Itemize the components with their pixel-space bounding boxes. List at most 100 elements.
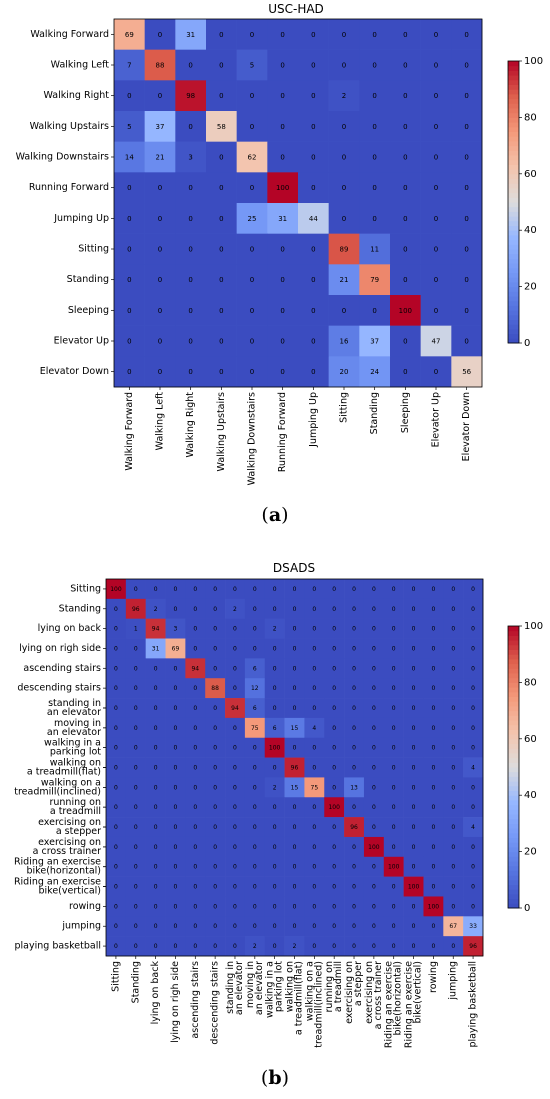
cell-value-label: 0 bbox=[451, 765, 455, 772]
x-tick-label: Walking Downstairs bbox=[247, 392, 258, 485]
heatmap-cell bbox=[324, 836, 345, 858]
cell-value-label: 0 bbox=[451, 784, 455, 791]
cell-value-label: 0 bbox=[193, 586, 197, 593]
x-tick-label: treadmill(inclined) bbox=[313, 961, 324, 1048]
cell-value-label: 14 bbox=[125, 154, 134, 162]
colorbar-segment bbox=[508, 889, 519, 895]
y-tick-label: parking lot bbox=[50, 747, 101, 758]
cell-value-label: 0 bbox=[213, 606, 217, 613]
heatmap-cell bbox=[304, 936, 325, 957]
cell-value-label: 0 bbox=[233, 725, 237, 732]
y-tick-label: Riding an exercise bbox=[14, 857, 101, 868]
heatmap-cell bbox=[383, 717, 404, 739]
heatmap-cell bbox=[328, 141, 360, 173]
cell-value-label: 0 bbox=[188, 123, 192, 131]
cell-value-label: 0 bbox=[293, 903, 297, 910]
heatmap-cell bbox=[304, 698, 325, 719]
cell-value-label: 0 bbox=[332, 725, 336, 732]
cell-value-label: 0 bbox=[352, 606, 356, 613]
colorbar-tick-label: 100 bbox=[524, 621, 543, 632]
cell-value-label: 0 bbox=[280, 276, 284, 284]
heatmap-cell bbox=[267, 203, 299, 234]
cell-value-label: 0 bbox=[273, 824, 277, 831]
cell-value-label: 15 bbox=[291, 725, 299, 732]
heatmap-cell bbox=[244, 856, 266, 877]
heatmap-cell bbox=[423, 797, 444, 818]
cell-value-label: 0 bbox=[193, 645, 197, 652]
cell-value-label: 0 bbox=[273, 903, 277, 910]
heatmap-cell bbox=[451, 80, 483, 112]
colorbar-segment bbox=[508, 677, 519, 683]
colorbar-segment bbox=[508, 89, 519, 95]
cell-value-label: 0 bbox=[392, 903, 396, 910]
cell-value-label: 0 bbox=[154, 745, 158, 752]
cell-value-label: 69 bbox=[125, 31, 134, 39]
heatmap-cell bbox=[423, 896, 444, 917]
cell-value-label: 0 bbox=[471, 784, 475, 791]
colorbar-segment bbox=[508, 781, 519, 787]
heatmap-cell bbox=[328, 80, 360, 112]
colorbar-segment bbox=[508, 809, 519, 815]
y-tick-label: Standing bbox=[67, 274, 109, 285]
cell-value-label: 6 bbox=[253, 665, 257, 672]
cell-value-label: 7 bbox=[127, 62, 131, 70]
heatmap-cell bbox=[125, 737, 146, 758]
colorbar-tick-label: 100 bbox=[524, 56, 543, 67]
cell-value-label: 0 bbox=[219, 184, 223, 192]
heatmap-cell bbox=[463, 678, 484, 699]
colorbar-segment bbox=[508, 202, 519, 208]
cell-value-label: 0 bbox=[233, 645, 237, 652]
heatmap-cell bbox=[403, 598, 424, 619]
heatmap-cell bbox=[175, 295, 207, 326]
heatmap-cell bbox=[423, 737, 444, 758]
cell-value-label: 31 bbox=[152, 645, 160, 652]
cell-value-label: 0 bbox=[352, 943, 356, 950]
heatmap-cell bbox=[420, 295, 452, 326]
cell-value-label: 0 bbox=[154, 784, 158, 791]
cell-value-label: 0 bbox=[154, 705, 158, 712]
heatmap-cell bbox=[206, 356, 237, 388]
cell-value-label: 0 bbox=[434, 307, 438, 315]
cell-value-label: 0 bbox=[188, 62, 192, 70]
heatmap-cell bbox=[359, 172, 391, 204]
heatmap-cell bbox=[225, 836, 246, 858]
heatmap-cell bbox=[206, 264, 237, 296]
heatmap-cell bbox=[106, 896, 127, 917]
y-tick-label: Elevator Down bbox=[40, 366, 109, 377]
cell-value-label: 0 bbox=[193, 943, 197, 950]
heatmap-cell bbox=[264, 638, 285, 659]
cell-value-label: 0 bbox=[273, 685, 277, 692]
heatmap-cell bbox=[344, 856, 365, 877]
colorbar-segment bbox=[508, 112, 519, 118]
cell-value-label: 2 bbox=[253, 943, 257, 950]
x-tick-labels: Sitting Standing lying on back lying on rig… bbox=[110, 956, 479, 1048]
cell-value-label: 3 bbox=[188, 154, 192, 162]
heatmap-cell bbox=[205, 579, 226, 600]
cell-value-label: 2 bbox=[342, 92, 346, 100]
cell-value-label: 0 bbox=[250, 307, 254, 315]
heatmap-cell bbox=[114, 19, 145, 50]
y-tick-label: jumping bbox=[61, 921, 101, 932]
cell-value-label: 0 bbox=[193, 626, 197, 633]
cell-value-label: 0 bbox=[431, 765, 435, 772]
heatmap-cell bbox=[264, 817, 285, 838]
heatmap-cell bbox=[125, 579, 146, 600]
y-tick-label: Walking Forward bbox=[30, 29, 109, 40]
cell-value-label: 0 bbox=[193, 844, 197, 851]
cell-value-label: 0 bbox=[273, 844, 277, 851]
heatmap-cell bbox=[324, 678, 345, 699]
heatmap-cell bbox=[363, 916, 385, 937]
y-tick-label: descending stairs bbox=[17, 683, 101, 694]
heatmap-cell bbox=[328, 172, 360, 204]
heatmap-cell bbox=[244, 598, 266, 619]
cell-value-label: 3 bbox=[174, 626, 178, 633]
cell-value-label: 0 bbox=[464, 31, 468, 39]
heatmap-cell bbox=[304, 836, 325, 858]
colorbar-segment bbox=[508, 870, 519, 876]
cell-value-label: 0 bbox=[213, 665, 217, 672]
heatmap-cell bbox=[264, 678, 285, 699]
cell-value-label: 0 bbox=[134, 943, 138, 950]
heatmap-cell bbox=[304, 717, 325, 739]
cell-value-label: 0 bbox=[280, 368, 284, 376]
heatmap-cell bbox=[244, 678, 266, 699]
